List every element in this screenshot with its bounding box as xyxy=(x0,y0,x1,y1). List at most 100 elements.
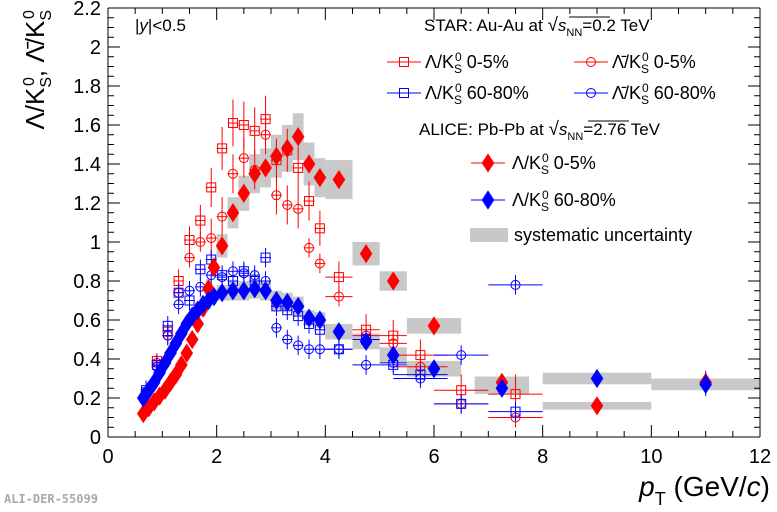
data-point xyxy=(332,170,346,190)
x-tick-label: 2 xyxy=(211,446,222,468)
data-point xyxy=(147,392,161,412)
data-point xyxy=(180,343,194,363)
data-point xyxy=(293,162,304,173)
data-point xyxy=(281,292,294,313)
y-tick-label: 1.8 xyxy=(73,76,101,98)
annotation-layer: |y|<0.5 STAR: Au-Au at √sNN=0.2 TeV ALICE:… xyxy=(135,15,716,245)
series-4 xyxy=(137,127,712,424)
y-tick-label: 2.2 xyxy=(73,0,101,20)
data-point xyxy=(359,244,373,264)
data-point xyxy=(302,154,316,174)
data-point xyxy=(332,322,346,342)
data-point xyxy=(207,257,221,277)
data-point xyxy=(184,252,195,263)
data-point xyxy=(302,308,316,328)
data-point xyxy=(237,281,251,301)
data-point xyxy=(158,380,172,400)
data-point xyxy=(202,279,215,299)
x-tick-label: 0 xyxy=(102,446,113,468)
data-point xyxy=(238,153,249,164)
data-point xyxy=(314,344,325,355)
x-tick-label: 4 xyxy=(320,446,331,468)
legend-marker-blue-diamond xyxy=(481,190,495,210)
legend-marker-blue-square xyxy=(399,88,409,98)
data-point xyxy=(215,283,229,303)
data-point xyxy=(227,168,238,179)
data-point xyxy=(195,215,206,226)
data-point xyxy=(238,268,249,279)
star-header: STAR: Au-Au at √sNN=0.2 TeV xyxy=(424,15,650,39)
data-point xyxy=(415,373,426,384)
data-point xyxy=(147,372,161,392)
x-tick-label: 8 xyxy=(537,446,548,468)
data-point xyxy=(248,279,261,299)
data-point xyxy=(206,233,217,244)
axes-layer: 0 2 4 6 8 10 12 0 0.2 0.4 0.6 0.8 1 1.2 1.4 1.6 1.8 2 2.2 p… xyxy=(20,0,771,509)
data-point xyxy=(304,344,315,355)
data-point xyxy=(195,264,206,275)
data-point xyxy=(361,359,372,370)
data-point xyxy=(359,331,373,352)
data-point xyxy=(185,306,199,326)
data-point xyxy=(313,168,327,188)
data-point xyxy=(510,389,521,400)
data-point xyxy=(185,329,199,350)
y-tick-label: 1.6 xyxy=(73,115,101,137)
data-point xyxy=(510,406,521,417)
data-point xyxy=(207,287,221,307)
data-point xyxy=(175,355,188,375)
data-point xyxy=(282,334,293,345)
legend-marker-sys-box xyxy=(470,228,508,242)
legend-label: Λ/KS0 0-5% xyxy=(425,50,509,76)
data-point xyxy=(137,404,150,424)
legend-marker-red-square xyxy=(399,57,409,67)
x-tick-label: 10 xyxy=(640,446,662,468)
data-point xyxy=(270,146,283,166)
series-5 xyxy=(137,279,712,408)
data-point xyxy=(227,266,238,277)
data-point xyxy=(456,350,467,361)
data-point xyxy=(217,272,228,283)
data-point xyxy=(281,138,294,158)
data-point xyxy=(304,242,315,253)
y-tick-label: 1.4 xyxy=(73,154,101,176)
data-point xyxy=(495,378,509,398)
data-point xyxy=(158,353,172,373)
data-point xyxy=(226,203,240,223)
y-tick-label: 0.8 xyxy=(73,271,101,293)
alice-header: ALICE: Pb-Pb at √sNN=2.76 TeV xyxy=(419,119,661,143)
data-point xyxy=(333,344,344,355)
legend-label: Λ/KS0 60-80% xyxy=(425,81,529,107)
data-point xyxy=(291,127,305,147)
x-axis-title: pT (GeV/c) xyxy=(638,471,770,509)
data-point xyxy=(196,294,210,314)
data-point xyxy=(195,237,206,247)
legend-marker-red-diamond xyxy=(481,153,495,173)
series-0 xyxy=(140,95,543,414)
data-point xyxy=(249,125,260,136)
data-point xyxy=(699,374,712,394)
legend-label: Λ̄/KS0 60-80% xyxy=(612,81,716,107)
data-point xyxy=(217,211,228,222)
data-point xyxy=(169,333,183,353)
data-point xyxy=(142,380,156,400)
rapidity-cut-label: |y|<0.5 xyxy=(135,16,186,35)
data-point xyxy=(260,252,271,263)
data-point xyxy=(456,398,467,409)
data-point xyxy=(173,299,184,310)
data-point xyxy=(226,281,240,301)
y-tick-label: 0.2 xyxy=(73,388,101,410)
data-point xyxy=(510,279,521,290)
data-point xyxy=(314,258,325,269)
data-point xyxy=(191,314,204,334)
legend-label: Λ̄/KS0 0-5% xyxy=(612,50,696,76)
data-point xyxy=(180,314,194,334)
data-point xyxy=(217,143,228,154)
data-point xyxy=(237,183,251,203)
y-tick-label: 2 xyxy=(90,37,101,59)
data-point xyxy=(162,330,173,341)
legend-label-systematic: systematic uncertainty xyxy=(514,225,692,245)
data-point xyxy=(169,365,183,385)
data-point xyxy=(248,164,261,184)
